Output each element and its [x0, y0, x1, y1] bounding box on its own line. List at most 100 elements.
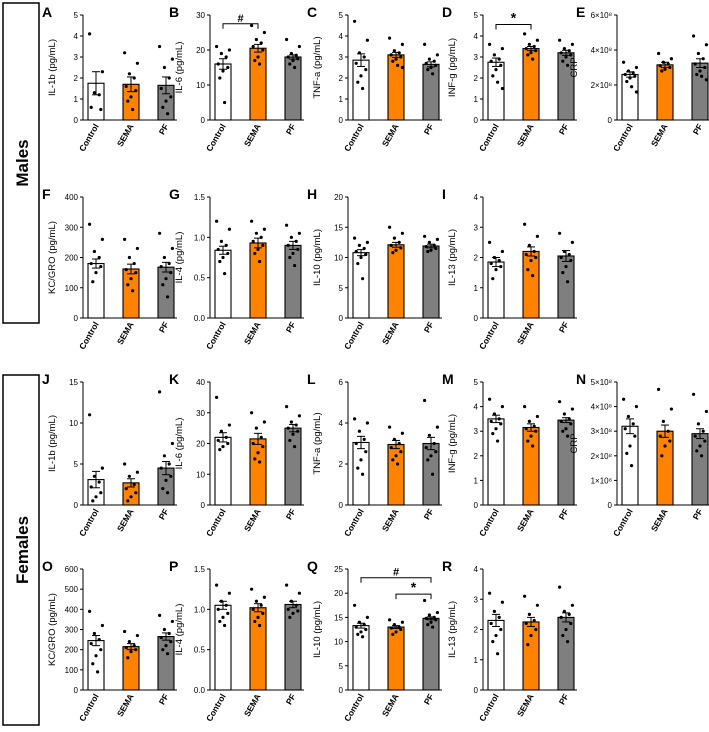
data-point [262, 30, 266, 35]
significance-bracket [360, 577, 432, 583]
data-point [94, 271, 98, 275]
data-point [216, 438, 220, 443]
y-tick-label: 1.0 [194, 605, 206, 614]
data-point [400, 231, 404, 235]
data-point [159, 635, 163, 640]
data-point [389, 243, 393, 247]
data-point [361, 277, 365, 281]
group-label-males: Males [13, 139, 32, 186]
category-label-pf: PF [157, 692, 171, 706]
y-tick-label: 1×10⁸ [591, 476, 612, 485]
data-point [127, 640, 131, 644]
data-point [99, 107, 103, 112]
data-point [423, 234, 427, 238]
data-point [567, 252, 571, 257]
significance-bracket [395, 593, 432, 600]
y-tick-label: 3 [474, 427, 479, 436]
category-label-sema: SEMA [242, 692, 263, 718]
data-point [566, 434, 570, 438]
data-point [559, 615, 563, 620]
data-point [254, 426, 258, 430]
category-label-sema: SEMA [115, 122, 136, 148]
y-axis-label: IL-1b (pg/mL) [47, 415, 58, 472]
data-point [432, 615, 436, 620]
data-point [496, 439, 500, 443]
y-axis-label: IL-13 (pg/mL) [447, 601, 458, 658]
data-point [293, 65, 297, 70]
data-point [124, 84, 128, 88]
category-label-pf: PF [557, 692, 571, 706]
data-point [669, 57, 674, 61]
y-tick-label: 1 [474, 95, 479, 104]
data-point [216, 607, 220, 611]
data-point [261, 48, 265, 52]
data-point [218, 619, 222, 624]
data-point [435, 425, 439, 429]
data-point [296, 609, 300, 613]
data-point [626, 414, 631, 419]
data-point [500, 86, 504, 91]
data-point [297, 231, 301, 235]
category-label-sema: SEMA [380, 320, 401, 346]
data-point [259, 603, 263, 607]
data-point [362, 246, 366, 251]
y-axis-label: TNF-a (pg/mL) [312, 36, 323, 98]
y-tick-label: 0.0 [194, 314, 206, 323]
data-point [91, 280, 95, 284]
data-point [364, 68, 368, 72]
data-point [167, 631, 171, 636]
category-label-pf: PF [284, 507, 298, 521]
data-point [100, 623, 104, 628]
data-point [251, 441, 255, 446]
data-point [261, 611, 265, 615]
data-point [489, 261, 493, 266]
bar-control [621, 73, 639, 121]
data-point [524, 427, 528, 431]
data-point [397, 51, 401, 55]
data-point [296, 247, 300, 252]
data-point [161, 105, 165, 109]
y-tick-label: 500 [65, 585, 79, 594]
category-label-pf: PF [422, 320, 436, 334]
data-point [166, 652, 170, 656]
y-tick-label: 300 [65, 223, 79, 232]
data-point [698, 444, 702, 448]
data-point [492, 255, 496, 260]
panel-R: R 0 1 2 3 4 IL-13 (pg/mL) Control SEMA PF [442, 558, 577, 723]
data-point [626, 69, 631, 73]
category-label-control: Control [77, 320, 101, 351]
bar-sema [249, 47, 267, 121]
data-point [169, 474, 173, 478]
data-point [285, 223, 289, 227]
y-tick-label: 1 [339, 95, 344, 104]
panel-B: B 0 10 20 30 IL-6 (pg/mL) Control SEMA PF # [169, 4, 304, 153]
panel-K: K 0 10 20 30 40 IL-6 (pg/mL) Control SEMA PF [169, 371, 304, 538]
data-point [695, 72, 699, 77]
significance-marker: * [411, 579, 417, 595]
data-point [167, 76, 171, 80]
data-point [524, 621, 528, 626]
data-point [158, 390, 162, 394]
y-tick-label: 0 [474, 314, 479, 323]
data-point [628, 444, 632, 448]
data-point [630, 85, 634, 89]
data-point [631, 422, 635, 426]
data-point [253, 457, 257, 461]
significance-bracket [222, 23, 259, 29]
data-point [215, 395, 219, 399]
data-point [92, 631, 96, 636]
data-point [432, 441, 436, 446]
data-point [388, 225, 392, 229]
data-point [427, 613, 431, 617]
panel-letter: C [307, 4, 317, 20]
data-point [488, 240, 492, 244]
data-point [162, 627, 166, 632]
y-tick-label: 1 [474, 284, 479, 293]
category-label-control: Control [611, 122, 635, 153]
data-point [394, 630, 398, 634]
data-point [399, 55, 403, 59]
data-point [291, 58, 295, 63]
y-axis-label: IL-6 (pg/mL) [174, 418, 185, 470]
data-point [162, 454, 166, 458]
data-point [429, 620, 433, 624]
